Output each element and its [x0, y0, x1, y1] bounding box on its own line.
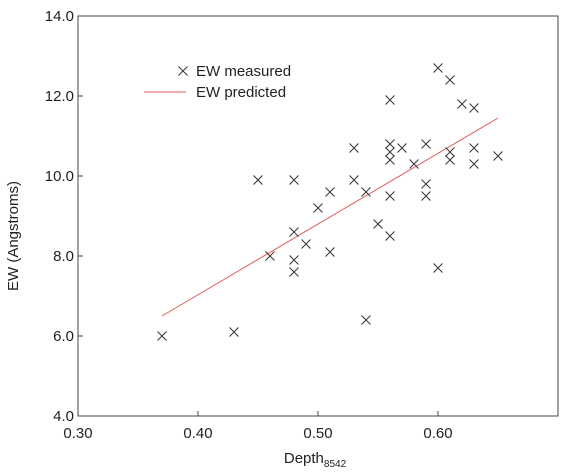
measured-point [289, 267, 299, 277]
measured-point [397, 143, 407, 153]
measured-point [433, 263, 443, 273]
x-axis-title-main: Depth [284, 450, 324, 467]
measured-point [421, 179, 431, 189]
legend: EW measured EW predicted [144, 63, 291, 101]
measured-point [469, 159, 479, 169]
measured-point [385, 191, 395, 201]
plot-frame [77, 15, 559, 417]
x-axis-title: Depth8542 [284, 450, 347, 470]
measured-point [325, 187, 335, 197]
measured-point [301, 239, 311, 249]
measured-point [445, 75, 455, 85]
measured-point [445, 155, 455, 165]
measured-point [469, 103, 479, 113]
y-tick-label: 14.0 [45, 8, 74, 25]
measured-point [385, 139, 395, 149]
measured-point [313, 203, 323, 213]
measured-point [349, 175, 359, 185]
measured-point [457, 99, 467, 109]
measured-point [385, 155, 395, 165]
series-layer [157, 63, 503, 341]
y-tick-label: 6.0 [53, 328, 74, 345]
measured-point [493, 151, 503, 161]
measured-point [385, 147, 395, 157]
measured-point [469, 143, 479, 153]
measured-point [229, 327, 239, 337]
legend-label-predicted: EW predicted [196, 84, 286, 101]
legend-marker-measured [178, 66, 188, 76]
x-tick-label: 0.30 [63, 425, 92, 442]
plot-area [77, 15, 559, 417]
measured-point [409, 159, 419, 169]
measured-point [385, 231, 395, 241]
measured-point [445, 147, 455, 157]
measured-point [289, 175, 299, 185]
y-tick-label: 8.0 [53, 248, 74, 265]
x-tick-label: 0.60 [423, 425, 452, 442]
measured-point [421, 191, 431, 201]
measured-point [289, 255, 299, 265]
measured-point [265, 251, 275, 261]
measured-point [433, 63, 443, 73]
measured-point [421, 139, 431, 149]
measured-point [289, 227, 299, 237]
y-axis-title: EW (Angstroms) [5, 181, 22, 291]
y-tick-label: 10.0 [45, 168, 74, 185]
measured-point [385, 95, 395, 105]
measured-point [361, 187, 371, 197]
measured-point [373, 219, 383, 229]
x-tick-label: 0.40 [183, 425, 212, 442]
x-axis-ticks: 0.30 0.40 0.50 0.60 [63, 411, 453, 442]
y-tick-label: 4.0 [53, 408, 74, 425]
legend-label-measured: EW measured [196, 63, 291, 80]
measured-point [361, 315, 371, 325]
x-tick-label: 0.50 [303, 425, 332, 442]
predicted-line [161, 117, 499, 317]
y-axis-ticks: 4.0 6.0 8.0 10.0 12.0 14.0 [45, 8, 83, 425]
measured-point [157, 331, 167, 341]
measured-point [325, 247, 335, 257]
x-axis-title-subscript: 8542 [324, 459, 347, 470]
measured-point [253, 175, 263, 185]
measured-point [349, 143, 359, 153]
y-tick-label: 12.0 [45, 88, 74, 105]
